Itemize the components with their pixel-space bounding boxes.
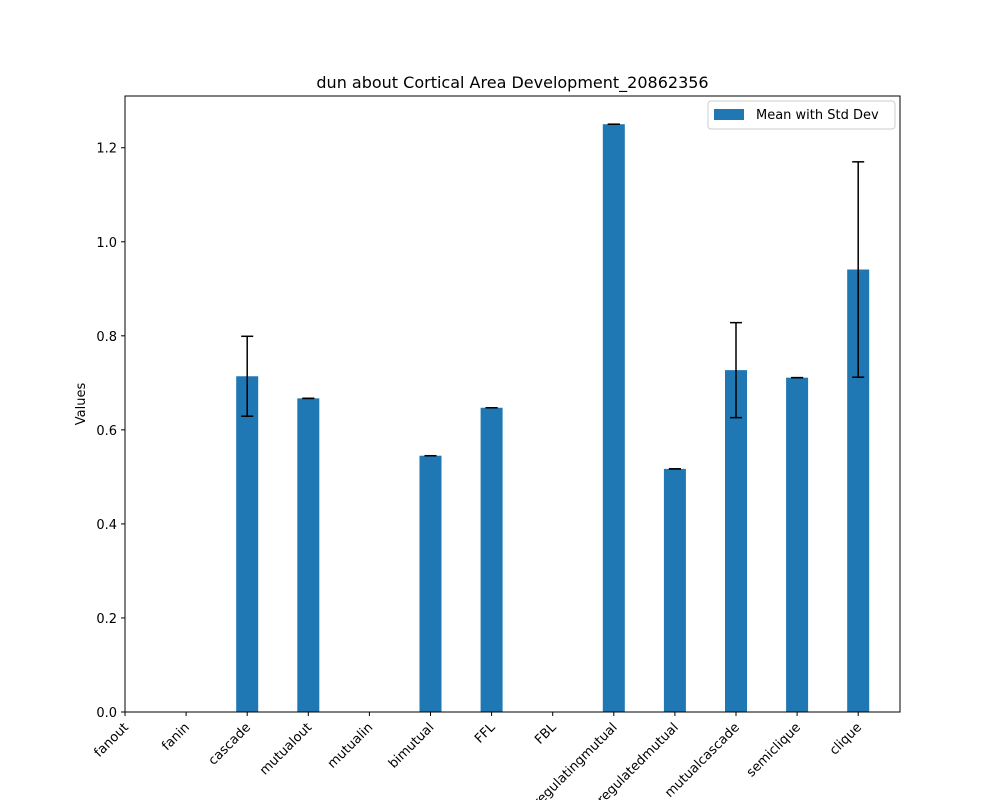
bar-cascade [236,376,259,712]
bars-layer [236,124,870,712]
legend-swatch [714,109,744,120]
bar-clique [847,269,870,712]
y-tick-label: 0.2 [96,612,117,627]
bar-bimutual [419,455,442,712]
error-bar-mutualcascade [730,321,742,419]
y-tick-label: 1.0 [96,236,117,251]
legend-label: Mean with Std Dev [756,108,879,123]
bar-regulatingmutual [602,124,625,712]
legend: Mean with Std Dev [707,100,896,130]
y-tick-label: 0.6 [96,424,117,439]
bar-regulatedmutual [663,468,686,712]
y-axis-label: Values [74,383,89,426]
error-bar-cascade [241,335,254,417]
y-tick-label: 0.8 [96,330,117,345]
errorbars-layer [241,123,865,470]
error-bar-clique [852,161,865,378]
bar-semiclique [786,377,809,712]
legend-frame [707,100,896,130]
y-tick-label: 1.2 [96,142,117,157]
y-tick-label: 0.0 [96,706,117,721]
y-axis: 0.0 0.2 0.4 0.6 0.8 1.0 1.2 [96,142,125,721]
bar-FFL [480,407,503,712]
bar-mutualcascade [725,370,747,712]
y-tick-label: 0.4 [96,518,117,533]
plot-frame [124,95,901,713]
chart-title: dun about Cortical Area Development_2086… [316,73,708,93]
bar-mutualout [297,398,320,712]
